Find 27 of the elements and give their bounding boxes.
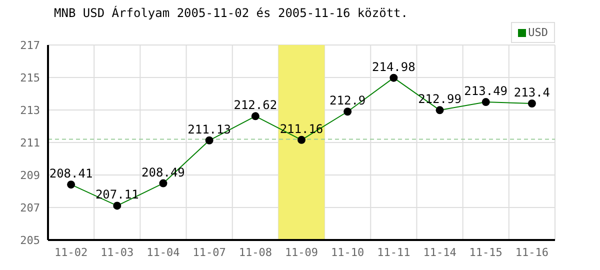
x-tick-label: 11-15 [469,246,502,259]
x-tick-label: 11-10 [331,246,364,259]
x-tick-label: 11-11 [377,246,410,259]
x-tick-label: 11-03 [100,246,134,259]
data-label: 212.62 [234,98,278,112]
x-tick-label: 11-02 [54,246,88,259]
x-tick-label: 11-07 [192,246,226,259]
y-tick-label: 217 [20,38,40,52]
data-label: 214.98 [372,60,416,74]
y-tick-label: 213 [20,104,40,117]
data-label: 211.13 [188,122,231,136]
x-tick-label: 11-09 [284,246,318,259]
x-tick-label: 11-04 [146,246,180,259]
x-tick-label: 11-16 [515,246,549,259]
data-label: 207.11 [95,188,139,202]
y-tick-label: 207 [20,201,40,214]
data-label: 213.49 [464,84,508,98]
x-tick-label: 11-14 [423,246,457,259]
y-tick-label: 211 [20,136,40,150]
legend-label: USD [528,26,548,39]
chart-title: MNB USD Árfolyam 2005-11-02 és 2005-11-16 között. [54,6,408,20]
x-tick-label: 11-08 [238,246,272,259]
data-label: 213.4 [514,86,550,100]
y-tick-label: 215 [20,71,40,84]
y-tick-label: 205 [20,234,40,247]
y-tick-label: 209 [20,168,40,182]
data-label: 208.41 [49,166,93,181]
